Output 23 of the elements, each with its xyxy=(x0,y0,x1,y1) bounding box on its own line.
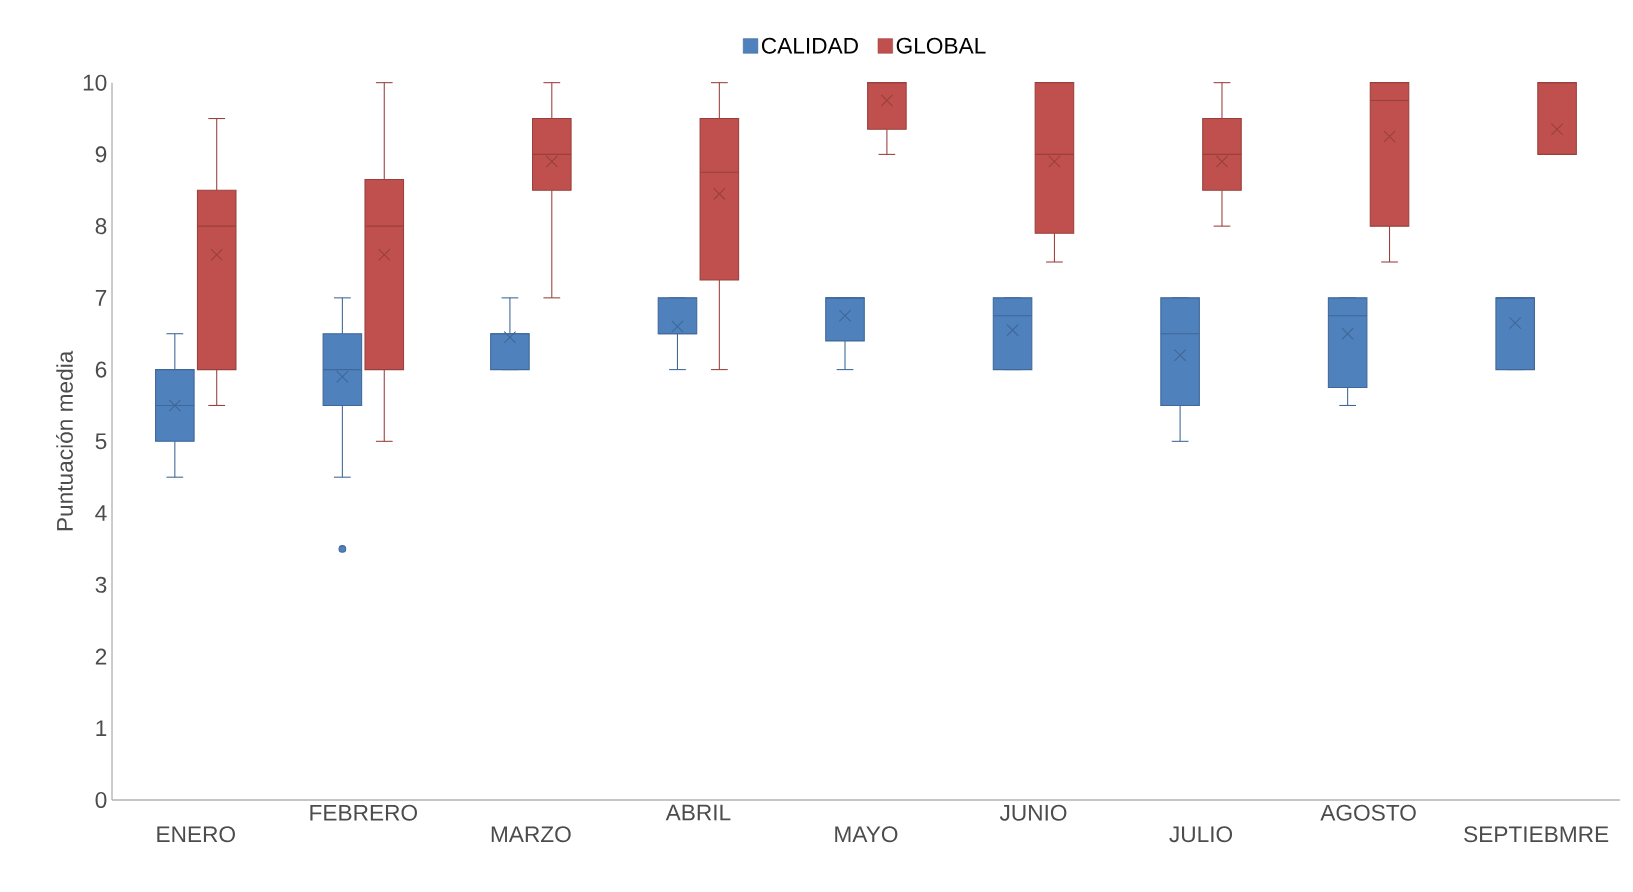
y-tick-label: 3 xyxy=(95,576,107,593)
y-tick-label: 7 xyxy=(95,290,107,306)
x-tick-label: AGOSTO xyxy=(1320,804,1416,821)
y-tick-label: 6 xyxy=(95,361,107,378)
legend-label: CALIDAD xyxy=(761,37,858,54)
x-tick-label: FEBRERO xyxy=(310,804,418,821)
x-tick-label: ENERO xyxy=(157,826,235,843)
y-tick-label: 2 xyxy=(95,648,107,665)
x-tick-label: JUNIO xyxy=(999,804,1067,821)
x-tick-label: SEPTIEBMRE xyxy=(1464,826,1609,843)
x-tick-label: JULIO xyxy=(1169,826,1233,843)
y-tick-label: 4 xyxy=(95,505,107,521)
legend-label: GLOBAL xyxy=(896,37,986,54)
y-tick-label: 9 xyxy=(95,146,107,163)
y-tick-label: 1 xyxy=(96,720,107,737)
x-tick-label: ABRIL xyxy=(665,804,731,821)
y-tick-label: 8 xyxy=(95,218,107,235)
y-tick-label: 5 xyxy=(95,433,107,450)
x-tick-label: MAYO xyxy=(835,826,898,843)
y-tick-label: 10 xyxy=(83,74,107,91)
y-tick-label: 0 xyxy=(95,791,107,809)
y-axis-title: Puntuación media xyxy=(56,350,73,531)
x-tick-label: MARZO xyxy=(491,826,571,843)
